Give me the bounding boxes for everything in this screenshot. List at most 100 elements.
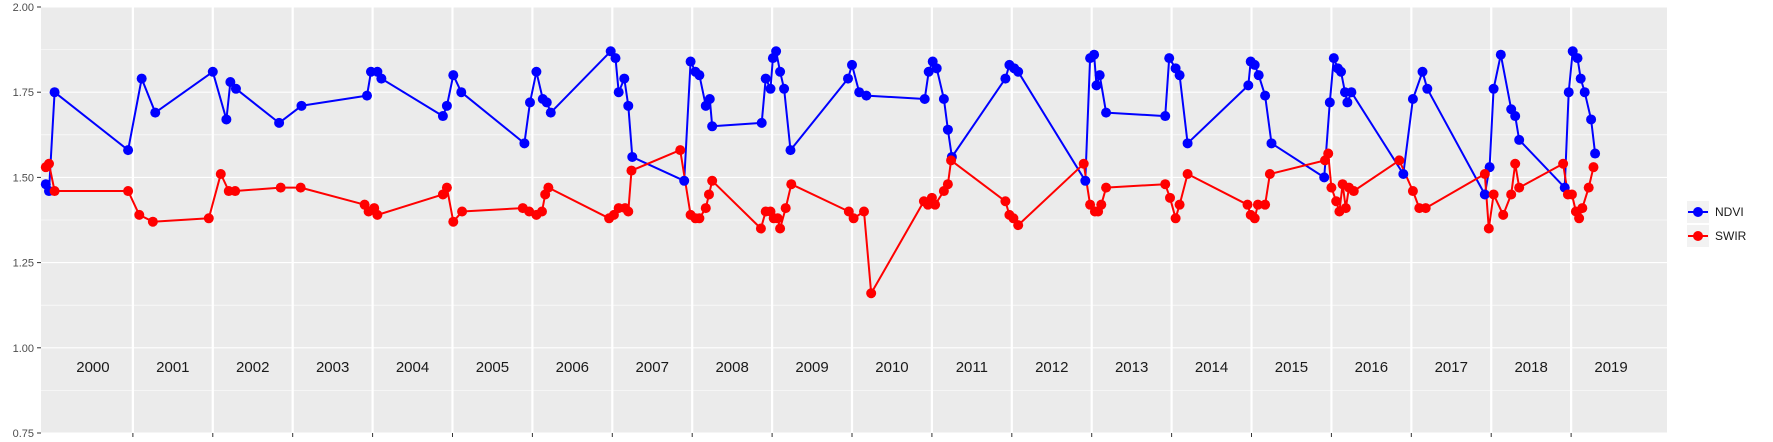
data-point-ndvi: [136, 73, 147, 84]
data-point-swir: [1479, 168, 1490, 179]
data-point-ndvi: [775, 66, 786, 77]
data-point-swir: [43, 158, 54, 169]
data-point-swir: [848, 213, 859, 224]
year-label: 2000: [76, 359, 109, 376]
data-point-ndvi: [1579, 87, 1590, 98]
data-point-swir: [147, 216, 158, 227]
data-point-swir: [1558, 158, 1569, 169]
data-point-ndvi: [1407, 94, 1418, 105]
data-point-swir: [866, 288, 877, 299]
data-point-ndvi: [448, 70, 459, 81]
data-point-ndvi: [1479, 189, 1490, 200]
y-axis: 0.75 1.00 1.25 1.50 1.75 2.00: [13, 2, 41, 440]
data-point-swir: [1013, 220, 1024, 231]
data-point-ndvi: [1266, 138, 1277, 149]
year-label: 2007: [636, 359, 669, 376]
data-point-swir: [1252, 199, 1263, 210]
y-tick-label: 1.25: [13, 258, 34, 270]
data-point-swir: [700, 203, 711, 214]
data-point-swir: [1583, 182, 1594, 193]
data-point-swir: [1577, 203, 1588, 214]
data-point-ndvi: [274, 117, 285, 128]
data-point-ndvi: [619, 73, 630, 84]
data-point-swir: [230, 186, 241, 197]
data-point-ndvi: [1586, 114, 1597, 125]
data-point-swir: [1407, 186, 1418, 197]
data-point-ndvi: [1328, 53, 1339, 64]
data-point-swir: [1101, 182, 1112, 193]
year-label: 2015: [1275, 359, 1308, 376]
year-label: 2005: [476, 359, 509, 376]
year-label: 2009: [795, 359, 828, 376]
data-point-ndvi: [524, 97, 535, 108]
data-point-swir: [295, 182, 306, 193]
data-point-ndvi: [1575, 73, 1586, 84]
data-point-swir: [694, 213, 705, 224]
data-point-ndvi: [1253, 70, 1264, 81]
data-point-swir: [1420, 203, 1431, 214]
data-point-swir: [1000, 196, 1011, 207]
data-point-ndvi: [707, 121, 718, 132]
year-label: 2011: [956, 359, 988, 376]
data-point-ndvi: [610, 53, 621, 64]
data-point-ndvi: [1174, 70, 1185, 81]
data-point-ndvi: [541, 97, 552, 108]
data-point-ndvi: [1101, 107, 1112, 118]
data-point-swir: [1165, 192, 1176, 203]
y-tick-label: 1.50: [13, 172, 34, 184]
data-point-ndvi: [441, 100, 452, 111]
data-point-ndvi: [1336, 66, 1347, 77]
data-point-ndvi: [1495, 49, 1506, 60]
data-point-swir: [1096, 199, 1107, 210]
data-point-swir: [215, 168, 226, 179]
data-point-ndvi: [1590, 148, 1601, 159]
data-point-swir: [1510, 158, 1521, 169]
data-point-swir: [441, 182, 452, 193]
data-point-swir: [772, 213, 783, 224]
data-point-swir: [49, 186, 60, 197]
data-point-swir: [1566, 189, 1577, 200]
series-points: [40, 46, 1601, 299]
data-point-ndvi: [1572, 53, 1583, 64]
year-label: 2016: [1355, 359, 1388, 376]
data-point-ndvi: [847, 59, 858, 70]
data-point-swir: [1574, 213, 1585, 224]
data-point-ndvi: [531, 66, 542, 77]
year-label: 2013: [1115, 359, 1148, 376]
data-point-swir: [780, 203, 791, 214]
data-point-swir: [1170, 213, 1181, 224]
year-label: 2001: [156, 359, 189, 376]
data-point-swir: [1483, 223, 1494, 234]
data-point-swir: [675, 145, 686, 156]
data-point-swir: [1514, 182, 1525, 193]
data-point-ndvi: [938, 94, 949, 105]
major-gridlines: [41, 6, 1667, 434]
data-point-ndvi: [771, 46, 782, 57]
data-point-ndvi: [1422, 83, 1433, 94]
data-point-ndvi: [1164, 53, 1175, 64]
data-point-ndvi: [785, 145, 796, 156]
data-point-ndvi: [779, 83, 790, 94]
data-point-ndvi: [931, 63, 942, 74]
year-label: 2010: [875, 359, 908, 376]
data-point-swir: [623, 206, 634, 217]
data-point-ndvi: [613, 87, 624, 98]
data-point-ndvi: [1260, 90, 1271, 101]
data-point-ndvi: [1000, 73, 1011, 84]
data-point-ndvi: [49, 87, 60, 98]
data-point-swir: [543, 182, 554, 193]
year-label: 2014: [1195, 359, 1228, 376]
data-point-swir: [1340, 203, 1351, 214]
data-point-ndvi: [861, 90, 872, 101]
data-point-ndvi: [923, 66, 934, 77]
data-point-ndvi: [150, 107, 161, 118]
data-point-ndvi: [1342, 97, 1353, 108]
data-point-ndvi: [1089, 49, 1100, 60]
data-point-ndvi: [1160, 111, 1171, 122]
series-line-ndvi: [44, 50, 1597, 196]
data-point-ndvi: [1094, 70, 1105, 81]
data-point-ndvi: [1417, 66, 1428, 77]
data-point-swir: [703, 189, 714, 200]
year-label: 2002: [236, 359, 269, 376]
